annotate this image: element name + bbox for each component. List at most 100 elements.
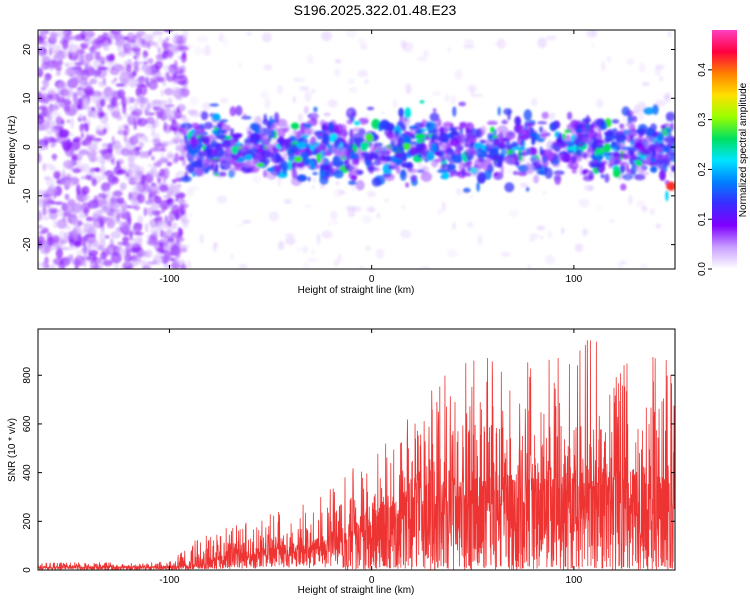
heatmap-cell xyxy=(151,156,155,161)
heatmap-cell xyxy=(50,44,62,53)
heatmap-cell xyxy=(78,79,85,91)
heatmap-cell xyxy=(529,157,538,162)
heatmap-cell xyxy=(118,125,123,131)
snr-panel: -100 0 100 0 200 400 600 800 Height of straight… xyxy=(7,328,676,596)
heatmap-cell xyxy=(626,58,635,66)
heatmap-cell xyxy=(84,64,91,71)
heatmap-cell xyxy=(151,197,156,206)
heatmap-cell xyxy=(354,121,360,126)
heatmap-cell xyxy=(114,140,122,148)
heatmap-cell xyxy=(135,83,146,88)
heatmap-cell xyxy=(282,127,289,133)
y-tick-label: -20 xyxy=(22,237,33,252)
heatmap-cell xyxy=(589,123,595,134)
heatmap-cell xyxy=(591,43,595,48)
heatmap-cell xyxy=(166,98,172,103)
heatmap-cell xyxy=(521,149,527,157)
heatmap-cell xyxy=(303,105,309,115)
heatmap-cell xyxy=(493,172,498,177)
heatmap-cell xyxy=(134,165,145,176)
heatmap-cell xyxy=(404,107,411,119)
heatmap-cell xyxy=(400,229,412,239)
heatmap-cell xyxy=(463,39,475,45)
heatmap-cell xyxy=(411,175,416,183)
heatmap-cell xyxy=(499,153,504,163)
heatmap-cell xyxy=(463,187,471,193)
heatmap-cell xyxy=(284,232,295,238)
heatmap-cell xyxy=(128,191,133,201)
heatmap-cell xyxy=(202,159,210,169)
heatmap-cell xyxy=(452,106,457,117)
heatmap-cell xyxy=(52,257,64,266)
heatmap-cell xyxy=(52,138,59,143)
heatmap-cell xyxy=(212,241,217,253)
heatmap-cell xyxy=(38,118,42,123)
heatmap-cell xyxy=(189,96,199,106)
heatmap-cell xyxy=(216,195,227,204)
heatmap-cell xyxy=(242,113,247,120)
heatmap-cell xyxy=(543,160,548,168)
heatmap-cell xyxy=(164,87,174,96)
heatmap-cell xyxy=(85,133,90,144)
heatmap-cell xyxy=(547,230,553,239)
heatmap-cell xyxy=(72,66,82,70)
heatmap-cell xyxy=(114,63,123,69)
heatmap-cell xyxy=(185,123,189,134)
heatmap-cell xyxy=(497,38,506,50)
heatmap-cell xyxy=(364,79,369,84)
x-tick-label: 100 xyxy=(566,274,583,285)
heatmap-cell xyxy=(55,49,65,61)
heatmap-cell xyxy=(110,231,122,239)
heatmap-cell xyxy=(133,205,141,211)
x-tick-label: -100 xyxy=(159,575,179,586)
heatmap-cell xyxy=(215,134,227,140)
heatmap-cell xyxy=(146,207,155,216)
heatmap-cell xyxy=(655,99,666,107)
heatmap-cell xyxy=(38,210,43,222)
heatmap-cell xyxy=(209,103,220,107)
heatmap-cell xyxy=(533,174,540,184)
heatmap-cell xyxy=(536,170,546,175)
heatmap-cell xyxy=(529,233,539,240)
heatmap-cell xyxy=(88,153,98,163)
heatmap-cell xyxy=(223,139,231,148)
heatmap-cell xyxy=(73,241,82,248)
heatmap-cell xyxy=(147,184,159,194)
heatmap-cell xyxy=(304,91,312,102)
heatmap-cell xyxy=(327,221,332,226)
heatmap-cell xyxy=(50,143,55,148)
heatmap-cell xyxy=(301,246,308,253)
heatmap-cell xyxy=(136,112,140,118)
heatmap-cell xyxy=(144,105,151,116)
heatmap-cell xyxy=(273,112,280,124)
heatmap-cell xyxy=(439,132,450,143)
heatmap-cell xyxy=(136,117,148,127)
heatmap-cell xyxy=(333,188,344,198)
heatmap-cell xyxy=(438,207,442,216)
heatmap-cell xyxy=(193,46,204,56)
spectrogram-heatmap xyxy=(38,30,675,269)
heatmap-cell xyxy=(650,166,658,173)
heatmap-cell xyxy=(79,60,90,66)
heatmap-cell xyxy=(223,38,228,48)
heatmap-cell xyxy=(92,210,99,220)
heatmap-cell xyxy=(127,149,135,156)
heatmap-cell xyxy=(41,216,50,220)
heatmap-cell xyxy=(350,133,360,139)
heatmap-cell xyxy=(455,187,462,196)
heatmap-cell xyxy=(447,148,453,153)
heatmap-cell xyxy=(578,198,590,208)
heatmap-cell xyxy=(607,137,612,142)
heatmap-cell xyxy=(347,208,356,218)
heatmap-cell xyxy=(541,190,548,195)
heatmap-cell xyxy=(49,263,56,269)
heatmap-cell xyxy=(215,143,220,150)
heatmap-cell xyxy=(651,158,656,163)
heatmap-cell xyxy=(619,124,625,130)
heatmap-cell xyxy=(126,260,130,269)
heatmap-cell xyxy=(290,122,300,130)
heatmap-cell xyxy=(493,137,499,146)
heatmap-cell xyxy=(76,98,83,110)
heatmap-cell xyxy=(125,63,132,73)
heatmap-cell xyxy=(570,119,579,128)
